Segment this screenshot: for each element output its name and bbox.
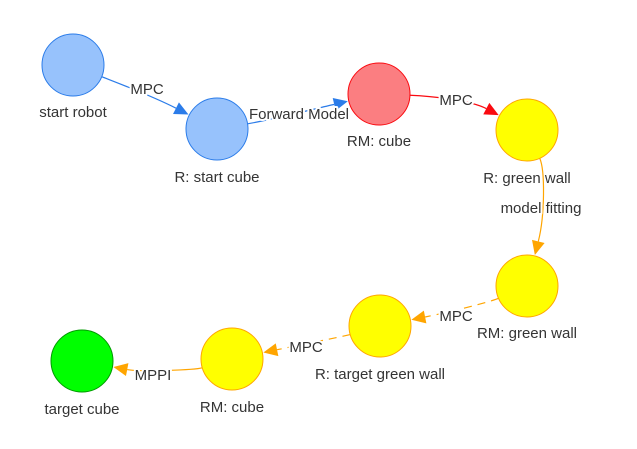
node-circle[interactable] <box>200 327 264 391</box>
arrowhead-icon <box>411 310 427 324</box>
edge-label: MPC <box>289 339 323 356</box>
node-rm-green-wall[interactable]: RM: green wall <box>477 254 577 342</box>
node-rm-cube-1[interactable]: RM: cube <box>347 62 411 150</box>
node-r-green-wall[interactable]: R: green wall <box>483 98 571 187</box>
edge-rm_green_wall-to-r_target_green_wall[interactable] <box>411 297 499 324</box>
node-label: R: green wall <box>483 170 571 187</box>
edge-label: MPC <box>439 308 473 325</box>
node-circle[interactable] <box>185 97 249 161</box>
edge-label: MPC <box>130 81 164 98</box>
edge-line <box>409 94 487 110</box>
edge-r_green_wall-to-rm_green_wall[interactable] <box>532 158 545 255</box>
node-label: start robot <box>39 104 107 121</box>
node-circle[interactable] <box>495 254 559 318</box>
edge-r_start_cube-to-rm_cube_1[interactable] <box>247 98 348 125</box>
edge-label: MPC <box>439 92 473 109</box>
node-start-robot[interactable]: start robot <box>39 33 108 121</box>
arrowhead-icon <box>532 239 545 255</box>
edges-layer <box>101 76 545 376</box>
edge-line <box>247 103 335 125</box>
edge-start_robot-to-r_start_cube[interactable] <box>101 76 189 115</box>
edge-line <box>537 158 545 242</box>
edge-rm_cube_1-to-r_green_wall[interactable] <box>409 94 499 116</box>
node-target-cube[interactable]: target cube <box>44 329 120 418</box>
edge-line <box>424 297 499 318</box>
node-label: RM: cube <box>347 133 411 150</box>
node-circle[interactable] <box>348 294 412 358</box>
edge-line <box>101 76 177 109</box>
node-circle[interactable] <box>41 33 105 97</box>
node-label: R: target green wall <box>315 366 445 383</box>
arrowhead-icon <box>113 363 129 376</box>
edge-rm_cube_2-to-target_cube[interactable] <box>113 363 203 376</box>
nodes-layer: start robot R: start cube RM: cube R: green… <box>39 33 577 418</box>
arrowhead-icon <box>483 102 499 116</box>
node-r-start-cube[interactable]: R: start cube <box>174 97 260 186</box>
node-circle[interactable] <box>50 329 114 393</box>
node-label: RM: green wall <box>477 325 577 342</box>
arrowhead-icon <box>173 102 189 115</box>
edge-labels-layer: MPC Forward Model MPC model fitting MPC MPC MP… <box>128 79 583 386</box>
node-r-target-green-wall[interactable]: R: target green wall <box>315 294 445 383</box>
node-label: R: start cube <box>174 169 259 186</box>
node-label: target cube <box>44 401 119 418</box>
edge-r_target_green_wall-to-rm_cube_2[interactable] <box>263 333 351 357</box>
node-label: RM: cube <box>200 399 264 416</box>
edge-label: model fitting <box>501 200 582 217</box>
edge-line <box>127 367 203 372</box>
node-circle[interactable] <box>347 62 411 126</box>
edge-label: MPPI <box>135 367 172 384</box>
edge-label: Forward Model <box>249 106 349 123</box>
node-circle[interactable] <box>495 98 559 162</box>
arrowhead-icon <box>332 98 348 111</box>
node-rm-cube-2[interactable]: RM: cube <box>200 327 264 416</box>
arrowhead-icon <box>263 343 279 357</box>
edge-line <box>276 333 351 351</box>
